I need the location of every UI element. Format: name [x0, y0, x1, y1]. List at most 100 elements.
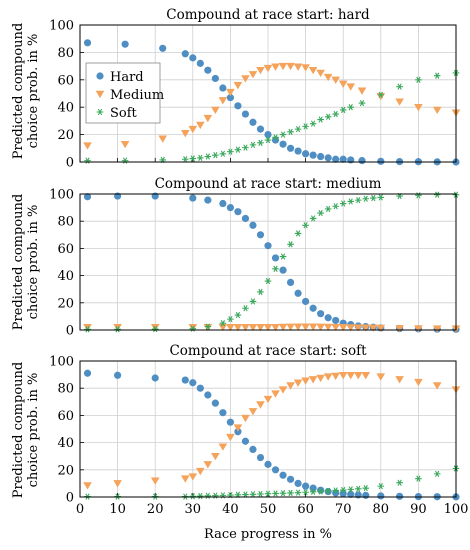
- data-point-medium-17: [286, 382, 295, 390]
- legend-marker-soft: [96, 108, 104, 116]
- data-point-medium-24: [338, 372, 348, 380]
- data-point-medium-1: [120, 140, 130, 149]
- data-point-medium-31: [432, 382, 442, 390]
- data-point-soft-21: [339, 200, 347, 207]
- data-point-soft-28: [377, 482, 385, 490]
- y-tick-label: 20: [57, 296, 74, 311]
- x-axis-label: Race progress in %: [204, 527, 332, 542]
- data-point-soft-25: [347, 486, 355, 493]
- data-point-medium-18: [316, 323, 325, 331]
- data-point-hard-21: [317, 152, 325, 161]
- data-point-medium-22: [323, 73, 333, 82]
- data-point-medium-23: [353, 324, 363, 332]
- data-point-hard-20: [309, 151, 317, 159]
- data-point-medium-12: [248, 71, 258, 79]
- data-point-medium-17: [308, 323, 318, 331]
- data-point-hard-20: [332, 316, 340, 325]
- data-point-medium-10: [233, 424, 243, 432]
- data-point-hard-8: [241, 214, 250, 223]
- data-point-hard-24: [339, 490, 347, 498]
- data-point-soft-2: [151, 325, 159, 333]
- data-point-hard-1: [121, 40, 129, 48]
- data-point-medium-28: [376, 373, 386, 381]
- data-point-medium-15: [293, 323, 303, 331]
- data-point-medium-26: [353, 372, 363, 380]
- data-point-soft-7: [212, 152, 219, 159]
- data-point-hard-5: [196, 384, 204, 392]
- data-point-soft-17: [287, 489, 294, 497]
- x-tick-label: 20: [147, 502, 164, 517]
- chart-title: Compound at race start: soft: [169, 343, 367, 359]
- x-tick-label: 90: [410, 502, 427, 517]
- data-point-soft-5: [197, 154, 204, 162]
- x-tick-label: 70: [335, 502, 352, 517]
- data-point-soft-14: [264, 136, 272, 144]
- data-point-soft-16: [279, 490, 287, 497]
- data-point-medium-29: [432, 325, 442, 333]
- data-point-soft-6: [227, 315, 234, 323]
- data-point-soft-22: [324, 487, 332, 495]
- data-point-hard-14: [286, 278, 295, 286]
- data-point-hard-22: [324, 154, 332, 162]
- data-point-medium-3: [180, 130, 190, 138]
- data-point-soft-5: [219, 320, 227, 327]
- x-tick-label: 10: [109, 502, 126, 517]
- data-point-hard-7: [211, 399, 219, 407]
- data-point-soft-4: [189, 155, 197, 162]
- legend-marker-medium: [95, 90, 105, 99]
- data-point-medium-9: [226, 433, 235, 442]
- data-point-medium-18: [293, 379, 303, 387]
- data-point-hard-28: [377, 492, 385, 500]
- data-point-soft-12: [249, 491, 257, 498]
- data-point-medium-14: [286, 323, 295, 331]
- data-point-medium-9: [248, 324, 258, 332]
- data-point-soft-28: [396, 83, 403, 90]
- y-tick-label: 0: [66, 324, 74, 339]
- data-point-soft-6: [204, 492, 212, 499]
- y-axis-label-line2: choice prob. in %: [26, 205, 41, 320]
- data-point-hard-12: [249, 445, 257, 453]
- data-point-soft-7: [234, 311, 242, 319]
- data-point-hard-13: [256, 453, 265, 462]
- data-point-medium-6: [226, 324, 235, 332]
- plot-frame: [79, 193, 457, 331]
- data-point-medium-9: [226, 88, 235, 97]
- data-point-hard-14: [264, 131, 272, 139]
- data-point-medium-10: [256, 324, 265, 332]
- data-point-hard-2: [159, 44, 167, 52]
- data-point-medium-0: [83, 482, 92, 490]
- data-point-soft-0: [84, 157, 91, 164]
- data-point-hard-12: [271, 254, 280, 262]
- x-tick-label: 40: [222, 502, 239, 517]
- data-point-medium-22: [323, 373, 333, 381]
- data-point-soft-19: [302, 123, 309, 130]
- data-point-hard-11: [241, 437, 250, 445]
- data-point-hard-6: [204, 391, 212, 399]
- data-point-hard-11: [241, 110, 250, 118]
- data-point-soft-29: [433, 191, 441, 198]
- data-point-medium-18: [293, 63, 303, 71]
- y-tick-label: 0: [66, 491, 74, 506]
- data-point-hard-4: [204, 196, 212, 204]
- data-point-soft-31: [433, 470, 441, 478]
- data-point-medium-28: [395, 98, 404, 106]
- data-point-hard-4: [189, 54, 197, 62]
- chart-panel-2: 0 20 40 60 80 100 Compound at race start: medi…: [49, 176, 461, 339]
- data-point-medium-5: [196, 121, 205, 130]
- data-point-medium-25: [368, 324, 378, 332]
- data-point-hard-19: [302, 482, 310, 490]
- data-point-soft-12: [272, 265, 279, 272]
- data-point-hard-16: [302, 297, 310, 306]
- data-point-soft-23: [332, 110, 339, 118]
- data-point-medium-27: [395, 325, 404, 333]
- y-tick-label: 80: [57, 215, 74, 230]
- data-point-medium-28: [414, 325, 423, 333]
- data-point-medium-20: [308, 66, 318, 75]
- legend-label: Soft: [110, 106, 138, 121]
- series-soft: [84, 191, 460, 333]
- data-point-soft-30: [433, 72, 441, 79]
- data-point-soft-4: [189, 493, 197, 500]
- data-point-soft-20: [309, 120, 317, 127]
- data-point-soft-20: [332, 203, 339, 210]
- data-point-medium-13: [256, 66, 265, 75]
